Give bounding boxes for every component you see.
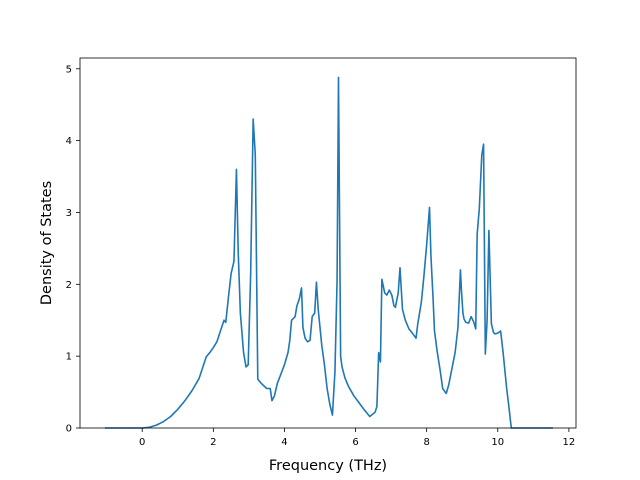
y-tick-label: 3 [66,208,72,219]
x-tick-label: 0 [139,437,145,448]
x-tick-label: 4 [281,437,287,448]
y-tick-label: 4 [66,136,72,147]
x-tick-label: 8 [423,437,429,448]
x-tick-label: 6 [352,437,358,448]
x-axis-ticks: 0 2 4 6 8 10 12 [139,428,575,448]
x-tick-label: 10 [491,437,504,448]
x-tick-label: 2 [210,437,216,448]
dos-series-line-0 [104,76,553,429]
y-tick-label: 2 [66,280,72,291]
x-tick-label: 12 [563,437,576,448]
y-tick-label: 1 [66,352,72,363]
x-axis-label: Frequency (THz) [269,458,387,474]
y-axis-label: Density of States [39,181,55,305]
y-tick-label: 0 [66,424,72,435]
plot-frame [79,57,577,429]
y-tick-label: 5 [66,64,72,75]
plot-line-layer [104,76,553,429]
y-axis-ticks: 0 1 2 3 4 5 [66,64,80,435]
